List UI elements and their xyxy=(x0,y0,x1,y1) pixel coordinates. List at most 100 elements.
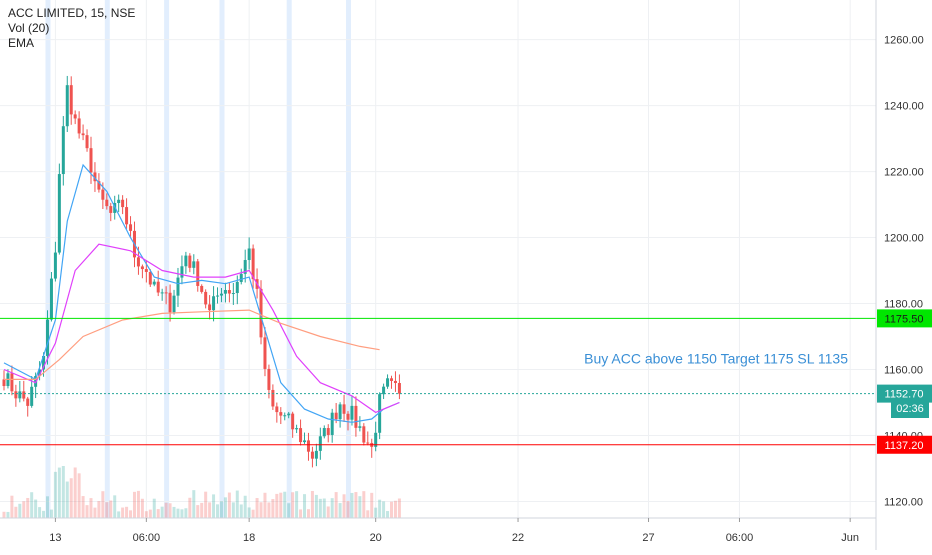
candle-body xyxy=(382,386,386,395)
volume-bar xyxy=(200,502,204,518)
volume-bar xyxy=(223,497,227,518)
volume-bar xyxy=(121,507,125,518)
volume-bar xyxy=(346,500,350,518)
volume-bar xyxy=(97,501,101,518)
symbol-title[interactable]: ACC LIMITED, 15, NSE xyxy=(8,6,136,20)
price-level-tag xyxy=(877,435,932,454)
ema-line-fast xyxy=(3,163,400,423)
candle-body xyxy=(350,405,354,420)
y-tick-label: 1240.00 xyxy=(884,101,924,113)
volume-bar xyxy=(2,511,6,518)
candle-body xyxy=(378,394,382,433)
candle-body xyxy=(338,404,342,420)
candle-body xyxy=(10,373,14,392)
candlestick-series xyxy=(2,75,401,468)
candle-body xyxy=(346,413,350,420)
candle-body xyxy=(239,273,243,282)
candle-body xyxy=(279,412,283,416)
candle-body xyxy=(38,369,42,377)
candle-body xyxy=(235,281,239,294)
volume-bar xyxy=(129,510,133,518)
session-highlight-band xyxy=(346,0,352,518)
candle-body xyxy=(81,133,85,136)
candle-body xyxy=(334,412,338,420)
candle-body xyxy=(117,199,121,204)
volume-bar xyxy=(196,505,200,518)
candle-body xyxy=(322,428,326,437)
volume-bar xyxy=(14,506,18,518)
candle-body xyxy=(121,199,125,208)
volume-bar xyxy=(18,503,22,518)
volume-indicator-label[interactable]: Vol (20) xyxy=(8,21,50,35)
volume-bar xyxy=(89,498,93,518)
volume-bar xyxy=(26,497,30,518)
volume-bar xyxy=(164,502,168,518)
volume-bar xyxy=(354,492,358,518)
volume-bar xyxy=(366,510,370,518)
volume-bar xyxy=(125,506,129,518)
candle-body xyxy=(42,355,46,370)
volume-bar xyxy=(370,492,374,518)
volume-bar xyxy=(382,501,386,518)
candle-body xyxy=(326,428,330,435)
volume-histogram xyxy=(2,466,401,518)
candle-body xyxy=(200,285,204,292)
candle-body xyxy=(22,391,26,399)
candle-body xyxy=(69,85,73,115)
ema-indicator-label[interactable]: EMA xyxy=(8,36,35,50)
volume-bar xyxy=(38,507,42,518)
session-highlight-band xyxy=(45,0,51,518)
volume-bar xyxy=(53,471,57,518)
volume-bar xyxy=(295,491,299,518)
volume-bar xyxy=(172,506,176,518)
y-tick-label: 1120.00 xyxy=(884,497,923,509)
volume-bar xyxy=(263,492,267,518)
volume-bar xyxy=(208,502,212,518)
candle-body xyxy=(219,293,223,296)
candle-body xyxy=(275,406,279,413)
volume-bar xyxy=(160,506,164,518)
candle-body xyxy=(188,255,192,268)
volume-bar xyxy=(390,501,394,518)
candle-body xyxy=(358,426,362,428)
chart-legend: ACC LIMITED, 15, NSE Vol (20) EMA xyxy=(8,6,135,51)
candle-body xyxy=(73,114,77,119)
volume-bar xyxy=(334,492,338,518)
session-highlight-band xyxy=(219,0,225,518)
candle-body xyxy=(243,260,247,274)
candle-body xyxy=(180,266,184,278)
candle-body xyxy=(168,292,172,313)
trade-idea-annotation: Buy ACC above 1150 Target 1175 SL 1135 xyxy=(584,351,848,367)
candle-body xyxy=(160,292,164,294)
volume-bar xyxy=(10,495,14,518)
candle-body xyxy=(144,269,148,272)
volume-bar xyxy=(204,491,208,518)
price-level-tag-label: 1152.70 xyxy=(885,389,924,401)
candle-body xyxy=(386,378,390,387)
volume-bar xyxy=(326,506,330,518)
volume-bar xyxy=(42,510,46,518)
candle-body xyxy=(303,440,307,443)
price-level-tag-label: 1137.20 xyxy=(885,440,924,452)
candle-body xyxy=(184,255,188,267)
volume-bar xyxy=(132,491,136,518)
volume-bar xyxy=(212,494,216,518)
volume-bar xyxy=(271,499,275,518)
candle-body xyxy=(136,257,140,267)
volume-bar xyxy=(65,481,69,518)
volume-bar xyxy=(216,504,220,518)
candle-body xyxy=(251,248,255,280)
x-tick-label: Jun xyxy=(841,532,859,544)
volume-bar xyxy=(184,508,188,518)
candle-body xyxy=(204,291,208,305)
price-level-tag xyxy=(877,309,932,328)
volume-bar xyxy=(136,490,140,518)
x-tick-label: 27 xyxy=(642,532,654,544)
volume-bar xyxy=(314,494,318,518)
volume-bar xyxy=(291,492,295,518)
volume-bar xyxy=(188,497,192,518)
candle-body xyxy=(57,174,61,253)
candle-body xyxy=(101,189,105,200)
